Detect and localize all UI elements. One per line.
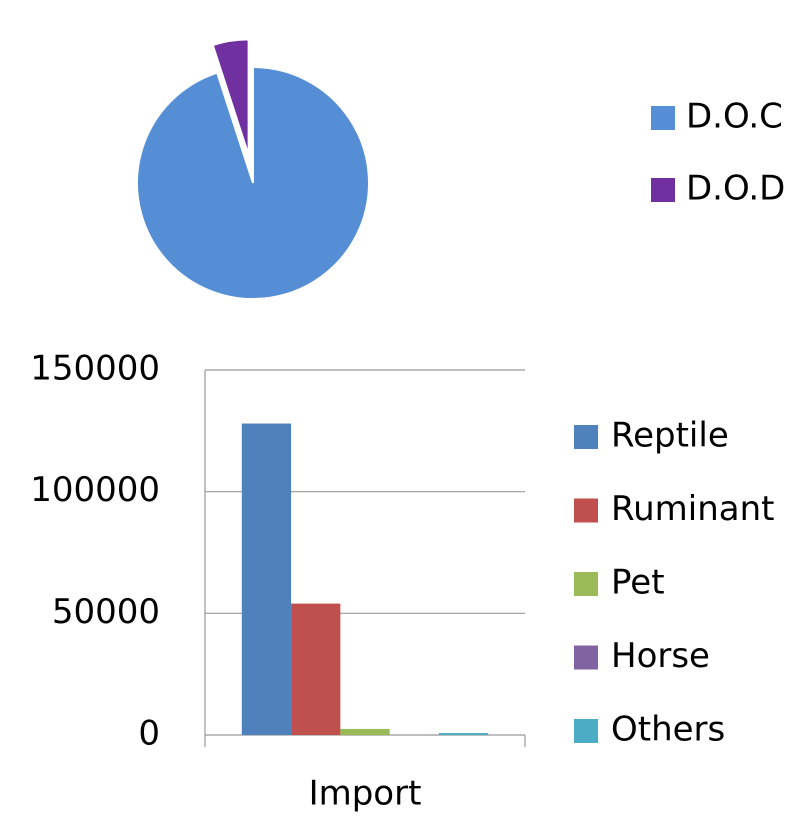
y-tick-label: 100000 — [30, 470, 160, 510]
legend-swatch — [651, 106, 675, 130]
bar — [438, 733, 489, 735]
y-tick-label: 0 — [138, 714, 160, 754]
bar — [340, 728, 390, 735]
legend-label: Horse — [611, 636, 710, 676]
legend-swatch — [574, 719, 598, 743]
bar — [241, 423, 292, 735]
x-tick-label: Import — [309, 774, 422, 814]
legend-swatch — [651, 178, 675, 202]
legend-label: D.O.C — [686, 97, 783, 137]
y-tick-label: 50000 — [52, 592, 160, 632]
legend-label: Pet — [611, 563, 665, 603]
legend-swatch — [574, 498, 598, 523]
legend-swatch — [574, 425, 598, 449]
y-tick-label: 150000 — [30, 349, 160, 389]
legend-label: Reptile — [611, 416, 729, 456]
pie-slice — [211, 38, 250, 156]
pie-slice — [136, 65, 370, 300]
legend-label: Others — [611, 710, 725, 750]
bar — [291, 603, 341, 735]
legend-label: D.O.D — [686, 169, 785, 209]
legend-swatch — [574, 645, 598, 670]
legend-label: Ruminant — [611, 489, 774, 529]
legend-swatch — [574, 572, 598, 596]
